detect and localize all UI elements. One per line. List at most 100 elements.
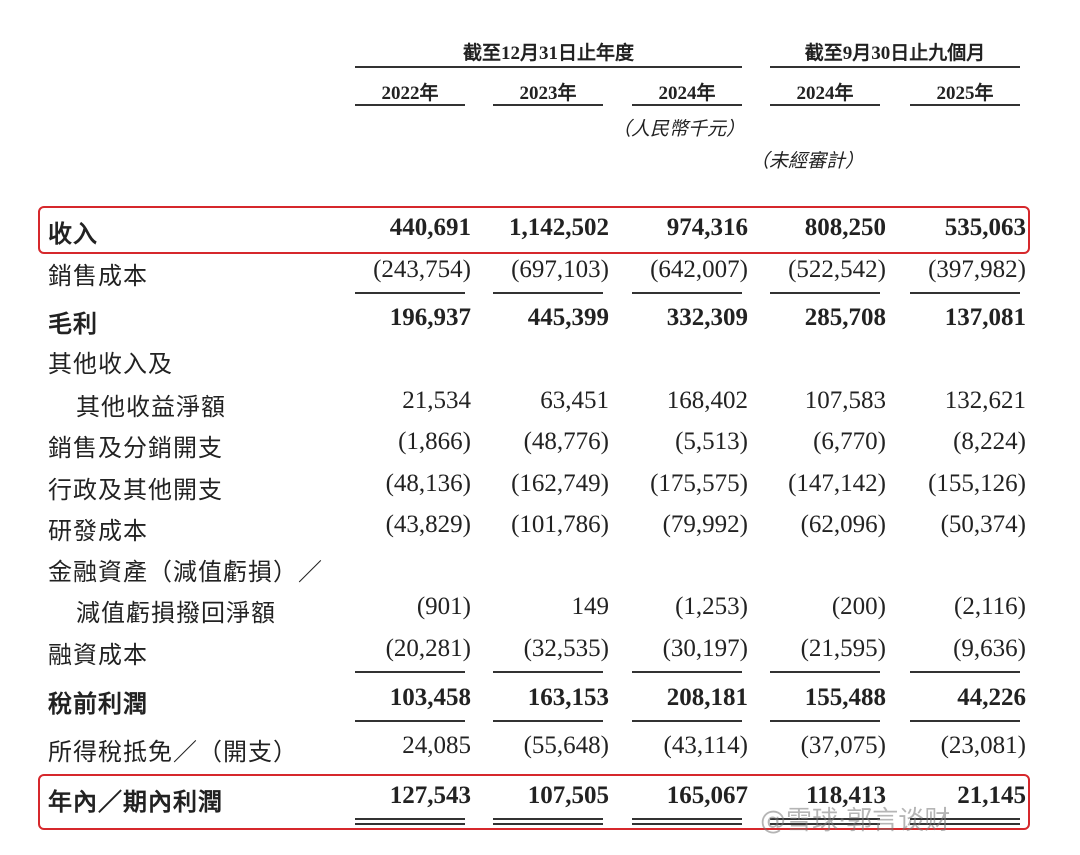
cell-value: (9,636): [953, 635, 1026, 662]
cell-value: (32,535): [523, 635, 609, 662]
row-label: 銷售成本: [48, 264, 148, 290]
cell-value: (155,126): [928, 470, 1026, 497]
cell-rule: [910, 823, 1020, 825]
cell-value: (30,197): [662, 635, 748, 662]
cell-value: (1,253): [675, 593, 748, 620]
cell-value: (43,829): [385, 511, 471, 538]
cell-value: (48,136): [385, 470, 471, 497]
cell-value: 1,142,502: [509, 214, 609, 241]
cell-value: 440,691: [389, 214, 471, 241]
cell-value: (175,575): [650, 470, 748, 497]
cell-value: 332,309: [666, 304, 748, 331]
cell-value: (23,081): [940, 732, 1026, 759]
cell-value: 168,402: [666, 387, 748, 414]
cell-rule: [355, 818, 465, 820]
cell-value: (162,749): [511, 470, 609, 497]
cell-rule: [910, 671, 1020, 673]
row-label: 毛利: [48, 312, 98, 338]
cell-value: (2,116): [954, 593, 1026, 620]
row-label: 稅前利潤: [48, 692, 148, 718]
year-header: 2024年: [658, 83, 716, 104]
row-label: 年內／期內利潤: [48, 790, 223, 816]
year-header: 2023年: [519, 83, 577, 104]
cell-value: (43,114): [663, 732, 748, 759]
cell-value: (642,007): [650, 256, 748, 283]
cell-rule: [632, 720, 742, 722]
row-label: 行政及其他開支: [48, 478, 223, 504]
cell-rule: [632, 671, 742, 673]
cell-rule: [355, 720, 465, 722]
cell-rule: [770, 720, 880, 722]
cell-value: 132,621: [944, 387, 1026, 414]
cell-value: (21,595): [800, 635, 886, 662]
cell-value: 127,543: [389, 782, 471, 809]
cell-rule: [910, 720, 1020, 722]
highlight-box: [38, 206, 1030, 254]
year-rule: [910, 104, 1020, 106]
cell-rule: [770, 818, 880, 820]
row-label: 其他收益淨額: [76, 395, 226, 421]
cell-value: (5,513): [675, 428, 748, 455]
row-label: 收入: [48, 222, 98, 248]
cell-rule: [632, 818, 742, 820]
cell-rule: [632, 823, 742, 825]
cell-value: (79,992): [662, 511, 748, 538]
cell-value: (6,770): [813, 428, 886, 455]
cell-value: (1,866): [398, 428, 471, 455]
cell-value: 974,316: [666, 214, 748, 241]
cell-rule: [910, 292, 1020, 294]
cell-value: (55,648): [523, 732, 609, 759]
group-rule: [355, 66, 742, 68]
cell-rule: [493, 818, 603, 820]
cell-rule: [770, 292, 880, 294]
cell-value: (200): [831, 593, 886, 620]
row-label: 金融資產（減值虧損）／: [48, 560, 323, 586]
year-rule: [770, 104, 880, 106]
cell-value: 285,708: [804, 304, 886, 331]
row-label: 其他收入及: [48, 352, 173, 378]
cell-value: (697,103): [511, 256, 609, 283]
cell-value: (50,374): [940, 511, 1026, 538]
cell-value: (37,075): [800, 732, 886, 759]
year-rule: [493, 104, 603, 106]
row-label: 融資成本: [48, 643, 148, 669]
cell-rule: [493, 823, 603, 825]
cell-rule: [632, 292, 742, 294]
cell-value: 24,085: [402, 732, 471, 759]
cell-value: 149: [571, 593, 610, 620]
cell-rule: [493, 720, 603, 722]
year-header: 2024年: [796, 83, 854, 104]
cell-rule: [355, 292, 465, 294]
cell-value: 63,451: [540, 387, 609, 414]
cell-value: 21,534: [402, 387, 471, 414]
row-label: 減值虧損撥回淨額: [76, 601, 276, 627]
cell-rule: [493, 292, 603, 294]
cell-value: (243,754): [373, 256, 471, 283]
column-group-header: 截至12月31日止年度: [462, 43, 634, 64]
cell-value: 44,226: [957, 684, 1026, 711]
group-rule: [770, 66, 1020, 68]
cell-value: 808,250: [804, 214, 886, 241]
year-header: 2022年: [381, 83, 439, 104]
row-label: 銷售及分銷開支: [48, 436, 223, 462]
cell-value: 107,583: [804, 387, 886, 414]
unit-note: （人民幣千元）: [612, 119, 746, 140]
cell-value: 118,413: [806, 782, 886, 809]
cell-value: 535,063: [944, 214, 1026, 241]
cell-value: 103,458: [389, 684, 471, 711]
cell-value: (8,224): [953, 428, 1026, 455]
cell-value: (62,096): [800, 511, 886, 538]
cell-value: 208,181: [666, 684, 748, 711]
cell-value: 137,081: [944, 304, 1026, 331]
cell-value: (147,142): [788, 470, 886, 497]
cell-value: 21,145: [957, 782, 1026, 809]
row-label: 所得稅抵免／（開支）: [48, 740, 298, 766]
cell-rule: [770, 671, 880, 673]
column-group-header: 截至9月30日止九個月: [804, 43, 986, 64]
cell-value: (522,542): [788, 256, 886, 283]
cell-value: 196,937: [389, 304, 471, 331]
year-header: 2025年: [936, 83, 994, 104]
cell-value: (397,982): [928, 256, 1026, 283]
cell-rule: [770, 823, 880, 825]
cell-value: 107,505: [527, 782, 609, 809]
